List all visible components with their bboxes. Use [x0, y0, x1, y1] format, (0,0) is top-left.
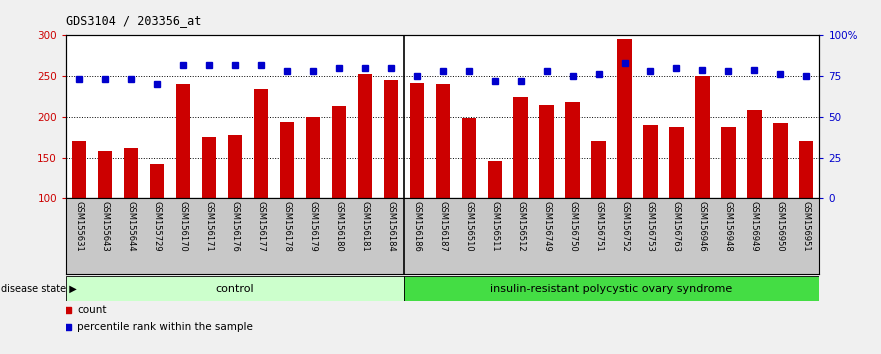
Text: GSM156950: GSM156950 [776, 200, 785, 251]
Text: GSM156751: GSM156751 [594, 200, 603, 251]
Text: GSM156510: GSM156510 [464, 200, 473, 251]
Bar [539, 105, 554, 198]
Bar [643, 125, 657, 198]
Bar [799, 141, 813, 198]
Bar [403, 276, 819, 301]
Bar [176, 84, 190, 198]
Text: GSM156178: GSM156178 [282, 200, 292, 251]
Text: percentile rank within the sample: percentile rank within the sample [78, 322, 253, 332]
Text: GSM156170: GSM156170 [179, 200, 188, 251]
Text: GSM156180: GSM156180 [334, 200, 344, 251]
Bar [618, 39, 632, 198]
Text: GSM156949: GSM156949 [750, 200, 759, 251]
Bar [124, 148, 138, 198]
Text: GSM156177: GSM156177 [256, 200, 265, 251]
Bar [72, 141, 86, 198]
Text: GSM155631: GSM155631 [75, 200, 84, 251]
Text: GSM156179: GSM156179 [308, 200, 317, 251]
Text: GSM156946: GSM156946 [698, 200, 707, 251]
Bar [435, 84, 450, 198]
Text: disease state ▶: disease state ▶ [1, 284, 77, 293]
Bar [358, 74, 372, 198]
Bar [383, 80, 398, 198]
Bar [747, 110, 761, 198]
Bar [331, 106, 346, 198]
Bar [514, 97, 528, 198]
Bar [410, 82, 424, 198]
Text: GSM156951: GSM156951 [802, 200, 811, 251]
Text: GSM156750: GSM156750 [568, 200, 577, 251]
Text: control: control [216, 284, 255, 293]
Text: GSM156186: GSM156186 [412, 200, 421, 251]
Bar [487, 161, 502, 198]
Bar [722, 127, 736, 198]
Text: count: count [78, 305, 107, 315]
Text: GSM156749: GSM156749 [542, 200, 552, 251]
Text: GSM156948: GSM156948 [724, 200, 733, 251]
Bar [279, 122, 294, 198]
Text: GSM156181: GSM156181 [360, 200, 369, 251]
Text: GSM155644: GSM155644 [127, 200, 136, 251]
Bar [670, 127, 684, 198]
Text: GSM156187: GSM156187 [438, 200, 448, 251]
Text: GSM156171: GSM156171 [204, 200, 213, 251]
Bar [228, 135, 242, 198]
Bar [254, 89, 268, 198]
Text: GSM156752: GSM156752 [620, 200, 629, 251]
Text: GSM155729: GSM155729 [152, 200, 161, 251]
Bar [306, 117, 320, 198]
Text: GSM156511: GSM156511 [490, 200, 500, 251]
Bar [591, 141, 606, 198]
Bar [150, 164, 164, 198]
Bar [66, 276, 403, 301]
Bar [98, 151, 112, 198]
Text: GSM156184: GSM156184 [386, 200, 396, 251]
Text: GSM156753: GSM156753 [646, 200, 655, 251]
Text: insulin-resistant polycystic ovary syndrome: insulin-resistant polycystic ovary syndr… [491, 284, 733, 293]
Text: GSM156763: GSM156763 [672, 200, 681, 252]
Text: GSM156176: GSM156176 [231, 200, 240, 251]
Bar [462, 118, 476, 198]
Bar [774, 123, 788, 198]
Text: GSM156512: GSM156512 [516, 200, 525, 251]
Text: GSM155643: GSM155643 [100, 200, 109, 251]
Bar [695, 76, 709, 198]
Bar [566, 102, 580, 198]
Bar [202, 137, 216, 198]
Text: GDS3104 / 203356_at: GDS3104 / 203356_at [66, 14, 202, 27]
